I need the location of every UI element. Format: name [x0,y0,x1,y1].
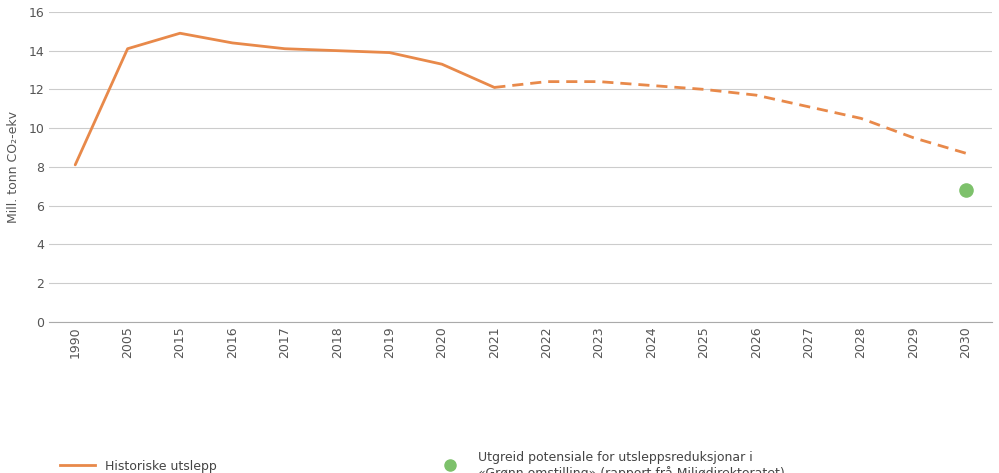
Y-axis label: Mill. tonn CO₂-ekv: Mill. tonn CO₂-ekv [7,111,20,223]
Point [958,186,974,194]
Legend: Historiske utslepp, Utsleppsframskriving Nasjonalbudsjettet 2023, Utgreid potens: Historiske utslepp, Utsleppsframskriving… [55,446,789,473]
